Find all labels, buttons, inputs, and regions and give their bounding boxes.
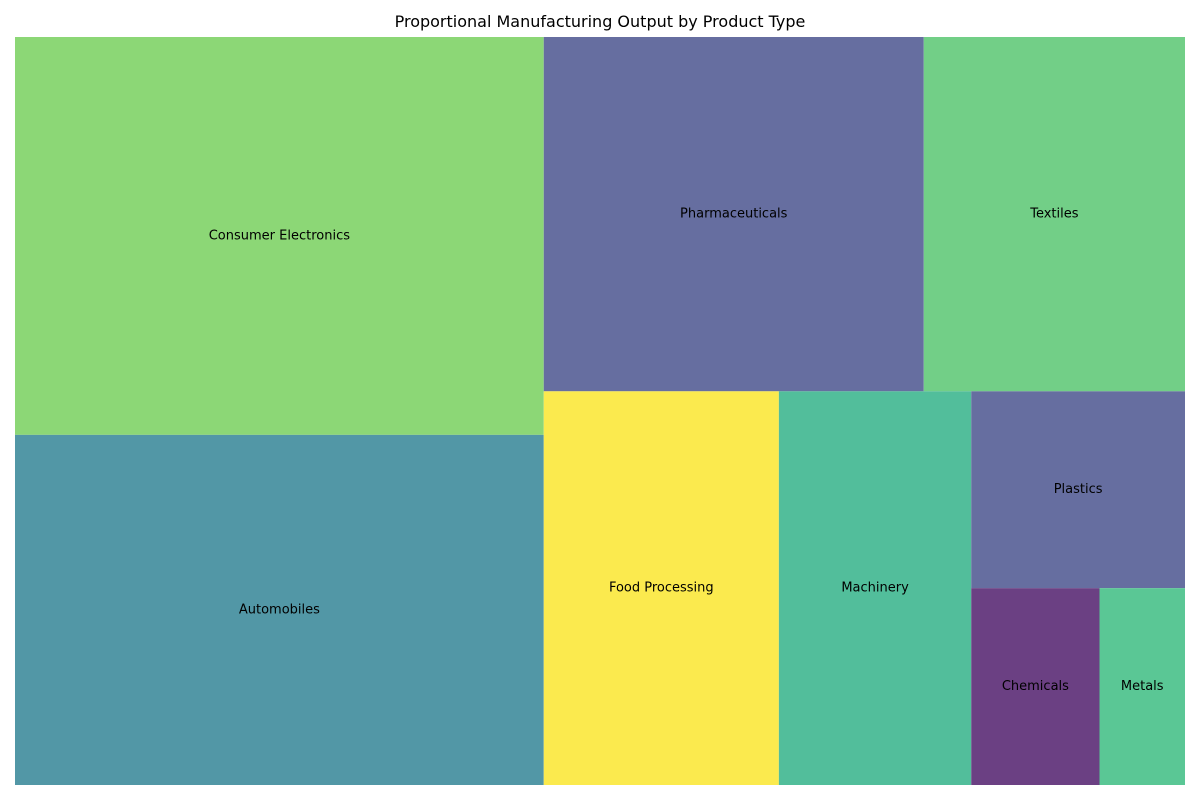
- tile-label-consumer-electronics: Consumer Electronics: [209, 228, 351, 243]
- tile-rect-metals: [1099, 588, 1185, 785]
- tile-rect-pharmaceuticals: [543, 37, 924, 392]
- tile-pharmaceuticals: Pharmaceuticals: [543, 37, 924, 392]
- tile-label-machinery: Machinery: [841, 581, 909, 596]
- tile-rect-machinery: [778, 391, 972, 785]
- tile-food-processing: Food Processing: [543, 391, 779, 785]
- tile-plastics: Plastics: [971, 391, 1185, 589]
- tile-label-textiles: Textiles: [1029, 207, 1079, 222]
- tile-textiles: Textiles: [923, 37, 1185, 392]
- chart-title: Proportional Manufacturing Output by Pro…: [394, 12, 806, 31]
- tile-rect-textiles: [923, 37, 1185, 392]
- tile-metals: Metals: [1099, 588, 1185, 785]
- tile-rect-consumer-electronics: [15, 37, 544, 435]
- tile-consumer-electronics: Consumer Electronics: [15, 37, 544, 435]
- tile-rect-automobiles: [15, 434, 544, 785]
- tile-label-pharmaceuticals: Pharmaceuticals: [680, 207, 788, 222]
- tile-rect-chemicals: [971, 588, 1100, 785]
- tile-label-chemicals: Chemicals: [1002, 679, 1069, 694]
- tile-automobiles: Automobiles: [15, 434, 544, 785]
- tile-chemicals: Chemicals: [971, 588, 1100, 785]
- tile-rect-food-processing: [543, 391, 779, 785]
- tile-rect-plastics: [971, 391, 1185, 589]
- tile-label-food-processing: Food Processing: [609, 581, 714, 596]
- tile-machinery: Machinery: [778, 391, 972, 785]
- tile-label-metals: Metals: [1121, 679, 1164, 694]
- tile-label-automobiles: Automobiles: [239, 602, 320, 617]
- tile-label-plastics: Plastics: [1054, 482, 1103, 497]
